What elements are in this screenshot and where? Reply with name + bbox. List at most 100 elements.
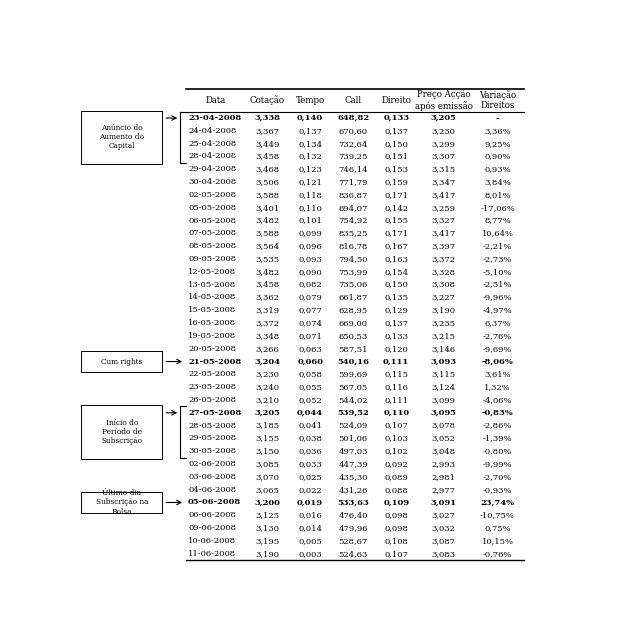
Text: -9,99%: -9,99% bbox=[483, 460, 512, 468]
Text: Cotação: Cotação bbox=[249, 95, 285, 105]
Text: 0,135: 0,135 bbox=[384, 293, 408, 301]
Text: 27-05-2008: 27-05-2008 bbox=[188, 409, 241, 417]
Text: 0,137: 0,137 bbox=[384, 127, 408, 135]
Text: 501,06: 501,06 bbox=[339, 434, 367, 443]
Text: 739,25: 739,25 bbox=[339, 153, 368, 160]
Text: 30-04-2008: 30-04-2008 bbox=[188, 178, 236, 186]
Text: 0,90%: 0,90% bbox=[484, 153, 511, 160]
Text: 04-06-2008: 04-06-2008 bbox=[188, 486, 236, 494]
Text: 08-05-2008: 08-05-2008 bbox=[188, 242, 236, 250]
Text: -: - bbox=[496, 114, 500, 122]
Text: 0,082: 0,082 bbox=[299, 280, 322, 289]
Text: -8,06%: -8,06% bbox=[482, 357, 514, 366]
Text: 0,022: 0,022 bbox=[299, 486, 322, 494]
Text: 3,449: 3,449 bbox=[255, 140, 279, 148]
Text: -4,97%: -4,97% bbox=[483, 307, 512, 314]
Text: 0,099: 0,099 bbox=[298, 230, 322, 237]
Text: 0,121: 0,121 bbox=[298, 178, 322, 186]
Text: 3,401: 3,401 bbox=[255, 204, 279, 212]
Text: 0,115: 0,115 bbox=[384, 370, 408, 378]
Text: 3,087: 3,087 bbox=[432, 537, 456, 545]
Text: Cum rights: Cum rights bbox=[101, 357, 142, 366]
Text: 746,14: 746,14 bbox=[338, 165, 368, 173]
Text: 3,052: 3,052 bbox=[432, 434, 456, 443]
Text: -2,21%: -2,21% bbox=[483, 242, 512, 250]
Text: Data: Data bbox=[205, 95, 225, 104]
Text: 8,77%: 8,77% bbox=[484, 217, 511, 225]
Text: 09-05-2008: 09-05-2008 bbox=[188, 255, 236, 263]
Text: 0,096: 0,096 bbox=[299, 242, 322, 250]
Text: 3,468: 3,468 bbox=[255, 165, 279, 173]
Text: 587,51: 587,51 bbox=[338, 345, 368, 353]
Text: 3,372: 3,372 bbox=[432, 255, 456, 263]
Text: 0,033: 0,033 bbox=[298, 460, 322, 468]
Text: 2,977: 2,977 bbox=[432, 486, 456, 494]
Text: 0,171: 0,171 bbox=[384, 230, 408, 237]
Text: 0,123: 0,123 bbox=[298, 165, 322, 173]
Text: 3,417: 3,417 bbox=[431, 230, 456, 237]
Text: 0,153: 0,153 bbox=[384, 165, 408, 173]
Text: -9,96%: -9,96% bbox=[483, 293, 512, 301]
Text: 3,417: 3,417 bbox=[431, 191, 456, 199]
Text: 3,083: 3,083 bbox=[432, 550, 456, 558]
Text: 3,564: 3,564 bbox=[255, 242, 279, 250]
Text: 0,155: 0,155 bbox=[384, 217, 408, 225]
Text: 0,044: 0,044 bbox=[297, 409, 323, 417]
Text: 3,458: 3,458 bbox=[255, 153, 279, 160]
Text: 3,200: 3,200 bbox=[254, 499, 280, 506]
Text: 30-05-2008: 30-05-2008 bbox=[188, 447, 236, 455]
Text: 05-06-2008: 05-06-2008 bbox=[188, 499, 241, 506]
Text: 23-05-2008: 23-05-2008 bbox=[188, 383, 236, 391]
Text: 20-05-2008: 20-05-2008 bbox=[188, 345, 236, 353]
Text: 794,50: 794,50 bbox=[338, 255, 368, 263]
Text: 0,133: 0,133 bbox=[383, 114, 409, 122]
Text: 3,190: 3,190 bbox=[255, 550, 279, 558]
Text: Direito: Direito bbox=[382, 95, 411, 104]
Text: 0,75%: 0,75% bbox=[484, 524, 511, 532]
Text: 3,347: 3,347 bbox=[431, 178, 456, 186]
Text: 3,367: 3,367 bbox=[255, 127, 279, 135]
Text: 10-06-2008: 10-06-2008 bbox=[188, 537, 236, 545]
Text: 3,091: 3,091 bbox=[431, 499, 457, 506]
Text: 836,87: 836,87 bbox=[339, 191, 368, 199]
Text: 2,981: 2,981 bbox=[432, 473, 456, 481]
Text: 0,060: 0,060 bbox=[297, 357, 323, 366]
Text: 0,003: 0,003 bbox=[299, 550, 322, 558]
Text: 21-05-2008: 21-05-2008 bbox=[188, 357, 241, 366]
Text: -0,80%: -0,80% bbox=[483, 447, 512, 455]
Text: 599,69: 599,69 bbox=[339, 370, 368, 378]
Text: 0,107: 0,107 bbox=[384, 422, 408, 429]
Text: 694,07: 694,07 bbox=[339, 204, 368, 212]
Text: 3,308: 3,308 bbox=[432, 280, 456, 289]
Text: 0,041: 0,041 bbox=[298, 422, 322, 429]
Text: 3,315: 3,315 bbox=[431, 165, 456, 173]
Text: 3,328: 3,328 bbox=[432, 268, 456, 276]
Text: Último dia
Subscrição na
Bolsa: Último dia Subscrição na Bolsa bbox=[96, 489, 148, 516]
Text: 3,195: 3,195 bbox=[255, 537, 279, 545]
Text: 15-05-2008: 15-05-2008 bbox=[188, 307, 236, 314]
Text: 3,155: 3,155 bbox=[255, 434, 279, 443]
Text: 3,032: 3,032 bbox=[432, 524, 456, 532]
Text: -2,51%: -2,51% bbox=[483, 280, 512, 289]
Text: 0,118: 0,118 bbox=[298, 191, 322, 199]
Text: Anúncio do
Aumento do
Capital: Anúncio do Aumento do Capital bbox=[100, 124, 144, 151]
Text: 28-04-2008: 28-04-2008 bbox=[188, 153, 236, 160]
Text: 3,130: 3,130 bbox=[255, 524, 279, 532]
Text: -4,06%: -4,06% bbox=[483, 396, 512, 404]
Text: 0,142: 0,142 bbox=[384, 204, 408, 212]
Text: 3,372: 3,372 bbox=[255, 319, 279, 327]
Text: 3,348: 3,348 bbox=[255, 332, 279, 340]
Text: 0,098: 0,098 bbox=[384, 524, 408, 532]
Text: 29-05-2008: 29-05-2008 bbox=[188, 434, 236, 443]
Text: 3,235: 3,235 bbox=[432, 319, 456, 327]
Text: 09-06-2008: 09-06-2008 bbox=[188, 524, 236, 532]
Text: -2,86%: -2,86% bbox=[483, 422, 512, 429]
Text: 476,40: 476,40 bbox=[338, 511, 368, 520]
Text: 0,016: 0,016 bbox=[299, 511, 322, 520]
Text: 0,090: 0,090 bbox=[299, 268, 322, 276]
Text: 661,87: 661,87 bbox=[339, 293, 367, 301]
Text: 3,240: 3,240 bbox=[255, 383, 279, 391]
Text: 0,089: 0,089 bbox=[384, 473, 408, 481]
Text: -2,73%: -2,73% bbox=[483, 255, 512, 263]
Text: 567,05: 567,05 bbox=[339, 383, 367, 391]
